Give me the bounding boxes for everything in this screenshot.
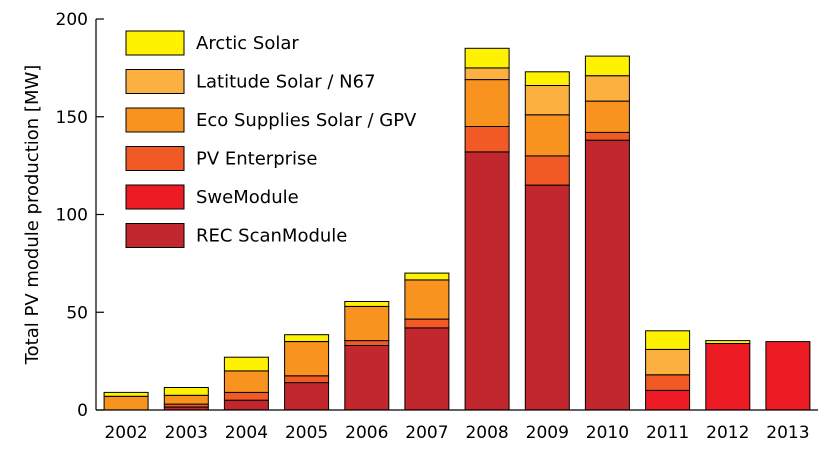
bar-segment-2004-eco-supplies-solar-gpv xyxy=(223,370,269,393)
bar-segment-2007-eco-supplies-solar-gpv xyxy=(404,279,450,320)
x-tick-label-2003: 2003 xyxy=(165,423,208,443)
bar-segment-2011-pv-enterprise xyxy=(645,374,691,391)
legend-swatch-rec-scanmodule xyxy=(125,223,185,248)
bar-segment-2003-eco-supplies-solar-gpv xyxy=(163,394,209,405)
bar-segment-2009-latitude-solar-n67 xyxy=(524,85,570,116)
x-tick-label-2010: 2010 xyxy=(586,423,629,443)
bar-segment-2011-swemodule xyxy=(645,389,691,411)
bar-segment-2002-arctic-solar xyxy=(103,391,149,397)
bar-segment-2010-eco-supplies-solar-gpv xyxy=(584,100,630,133)
x-tick-label-2008: 2008 xyxy=(465,423,508,443)
bars-layer xyxy=(103,47,811,411)
legend-label-pv-enterprise: PV Enterprise xyxy=(196,149,317,170)
bar-segment-2007-rec-scanmodule xyxy=(404,327,450,411)
bar-segment-2009-rec-scanmodule xyxy=(524,184,570,411)
bar-segment-2005-arctic-solar xyxy=(284,334,330,343)
y-tick-label-0: 0 xyxy=(77,401,88,421)
bar-segment-2005-eco-supplies-solar-gpv xyxy=(284,341,330,377)
bar-segment-2009-eco-supplies-solar-gpv xyxy=(524,114,570,157)
legend-label-latitude-solar-n67: Latitude Solar / N67 xyxy=(196,72,376,93)
bar-segment-2006-eco-supplies-solar-gpv xyxy=(344,305,390,342)
y-axis-title: Total PV module production [MW] xyxy=(22,65,43,366)
bar-segment-2004-arctic-solar xyxy=(223,356,269,372)
x-tick-label-2009: 2009 xyxy=(526,423,569,443)
bar-segment-2004-pv-enterprise xyxy=(223,391,269,401)
legend-swatch-pv-enterprise xyxy=(125,146,185,171)
bar-segment-2010-rec-scanmodule xyxy=(584,139,630,411)
y-tick-label-100: 100 xyxy=(56,206,88,226)
bar-segment-2012-swemodule xyxy=(705,343,751,411)
bar-segment-2005-pv-enterprise xyxy=(284,375,330,384)
x-ticks: 2002 2003 2004 2005 2006 2007 2008 2009 2010 2011… xyxy=(104,423,809,443)
bar-segment-2008-eco-supplies-solar-gpv xyxy=(464,79,510,127)
bar-segment-2011-latitude-solar-n67 xyxy=(645,348,691,376)
legend-swatch-eco-supplies-solar-gpv xyxy=(125,107,185,133)
legend-swatch-swemodule xyxy=(125,184,185,210)
bar-segment-2008-pv-enterprise xyxy=(464,126,510,153)
bar-segment-2008-rec-scanmodule xyxy=(464,151,510,411)
legend-swatch-latitude-solar-n67 xyxy=(125,69,185,94)
y-tick-label-200: 200 xyxy=(56,10,88,30)
bar-segment-2009-pv-enterprise xyxy=(524,155,570,186)
bar-segment-2002-eco-supplies-solar-gpv xyxy=(103,395,149,411)
legend-swatch-arctic-solar xyxy=(125,30,185,56)
legend: Arctic Solar Latitude Solar / N67 Eco Supp… xyxy=(125,30,417,248)
legend-label-rec-scanmodule: REC ScanModule xyxy=(196,226,347,247)
legend-label-eco-supplies-solar-gpv: Eco Supplies Solar / GPV xyxy=(196,110,417,131)
bar-segment-2010-pv-enterprise xyxy=(584,131,630,141)
bar-segment-2009-arctic-solar xyxy=(524,71,570,87)
bar-segment-2005-rec-scanmodule xyxy=(284,382,330,411)
y-tick-label-150: 150 xyxy=(56,108,88,128)
x-tick-label-2004: 2004 xyxy=(225,423,268,443)
x-tick-label-2007: 2007 xyxy=(405,423,448,443)
bar-segment-2003-arctic-solar xyxy=(163,387,209,396)
bar-segment-2006-pv-enterprise xyxy=(344,340,390,347)
bar-segment-2006-arctic-solar xyxy=(344,301,390,307)
x-tick-label-2006: 2006 xyxy=(345,423,388,443)
y-tick-label-50: 50 xyxy=(66,303,88,323)
bar-segment-2010-arctic-solar xyxy=(584,55,630,77)
x-tick-label-2002: 2002 xyxy=(104,423,147,443)
y-ticks: 0 50 100 150 200 xyxy=(56,10,104,421)
x-tick-label-2013: 2013 xyxy=(766,423,809,443)
x-tick-label-2005: 2005 xyxy=(285,423,328,443)
x-tick-label-2012: 2012 xyxy=(706,423,749,443)
bar-segment-2006-rec-scanmodule xyxy=(344,345,390,411)
bar-segment-2007-pv-enterprise xyxy=(404,318,450,329)
legend-label-swemodule: SweModule xyxy=(196,187,299,208)
bar-segment-2008-latitude-solar-n67 xyxy=(464,67,510,81)
bar-segment-2010-latitude-solar-n67 xyxy=(584,75,630,102)
bar-segment-2013-swemodule xyxy=(765,341,811,411)
bar-segment-2012-arctic-solar xyxy=(705,340,751,345)
bar-segment-2011-arctic-solar xyxy=(645,330,691,350)
bar-segment-2007-arctic-solar xyxy=(404,272,450,281)
x-tick-label-2011: 2011 xyxy=(646,423,689,443)
bar-segment-2008-arctic-solar xyxy=(464,47,510,69)
bar-segment-2004-rec-scanmodule xyxy=(223,399,269,411)
legend-label-arctic-solar: Arctic Solar xyxy=(196,33,299,54)
